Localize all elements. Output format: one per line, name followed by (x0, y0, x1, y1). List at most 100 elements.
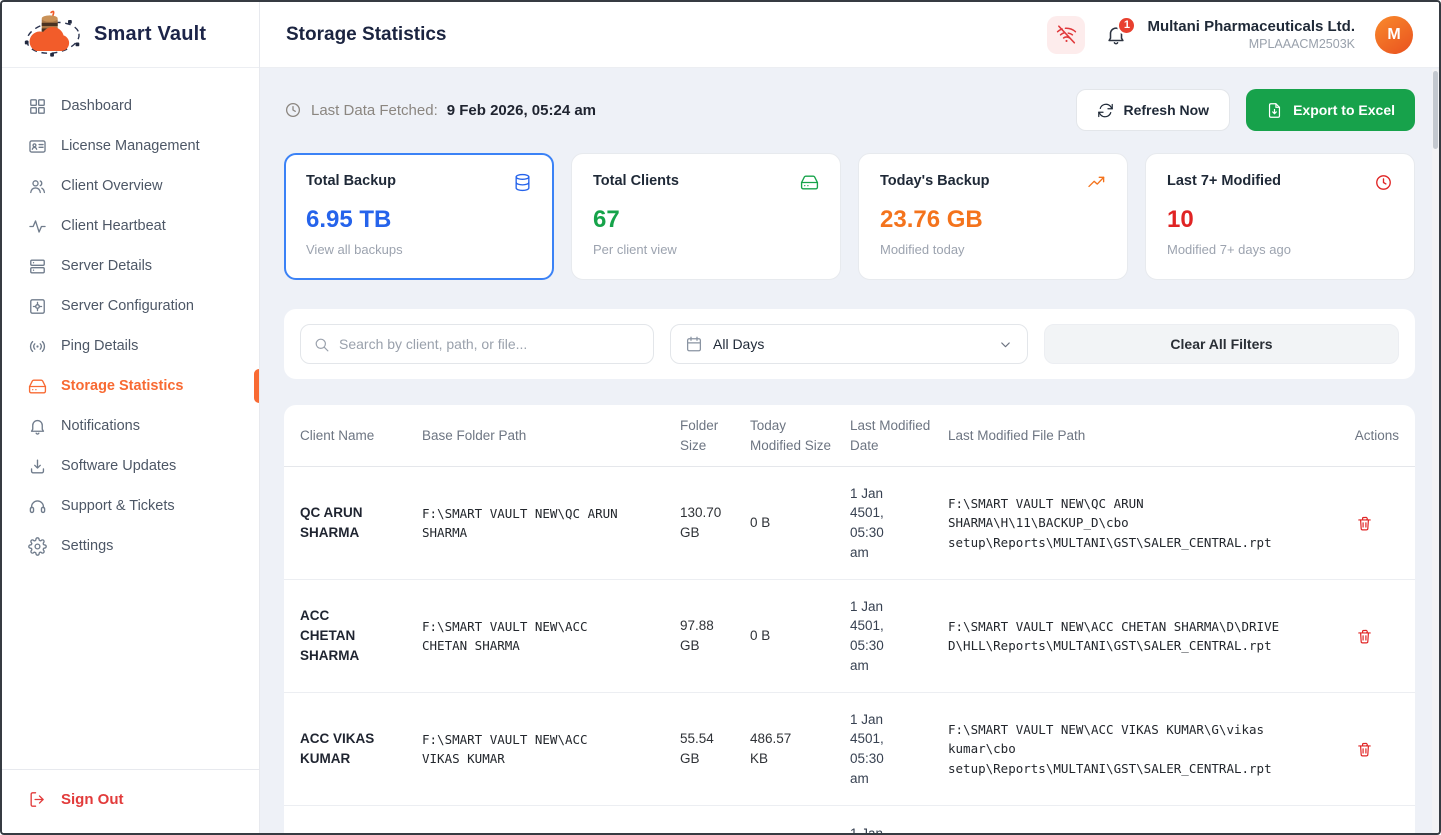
filter-bar: All Days Clear All Filters (284, 309, 1415, 379)
sidebar-item-settings[interactable]: Settings (2, 526, 259, 566)
day-filter-select[interactable]: All Days (670, 324, 1028, 364)
server-icon (28, 257, 47, 276)
column-header-folder-size: Folder Size (680, 417, 719, 453)
table-body: QC ARUN SHARMA F:\SMART VAULT NEW\QC ARUN… (284, 467, 1415, 833)
notifications-button[interactable]: 1 (1105, 15, 1137, 46)
day-filter-value: All Days (713, 336, 765, 352)
scrollbar[interactable] (1432, 69, 1439, 833)
actions-cell (1329, 741, 1399, 758)
content: Last Data Fetched: 9 Feb 2026, 05:24 am … (260, 68, 1439, 833)
folder-size-cell: 130.70 GB (680, 504, 722, 540)
stat-card-title: Total Backup (306, 173, 396, 189)
sidebar-item-software-updates[interactable]: Software Updates (2, 446, 259, 486)
delete-row-button[interactable] (1356, 741, 1373, 758)
stat-card-head: Total Clients (593, 173, 819, 197)
stat-card-value: 10 (1167, 206, 1194, 233)
scrollbar-thumb[interactable] (1433, 71, 1438, 149)
stat-card-value: 6.95 TB (306, 206, 392, 233)
actions-cell (1329, 628, 1399, 645)
sidebar-item-label: Client Overview (61, 178, 163, 194)
file-export-icon (1266, 102, 1283, 119)
sidebar-item-notifications[interactable]: Notifications (2, 406, 259, 446)
column-header-today-modified-size: Today Modified Size (750, 417, 832, 453)
chevron-down-icon (998, 337, 1013, 352)
delete-row-button[interactable] (1356, 628, 1373, 645)
avatar[interactable]: M (1375, 15, 1413, 54)
sidebar-item-label: Ping Details (61, 338, 139, 354)
table-row: ACC VIKAS KUMAR F:\SMART VAULT NEW\ACC VI… (284, 693, 1415, 806)
sidebar-item-dashboard[interactable]: Dashboard (2, 86, 259, 126)
sidebar: Smart Vault Dashboard License Management C… (2, 2, 260, 833)
sidebar-item-server-configuration[interactable]: Server Configuration (2, 286, 259, 326)
header: Storage Statistics 1 Multani Pharmaceuti… (260, 2, 1439, 68)
stat-card-subtitle: Per client view (593, 242, 677, 257)
download-icon (28, 457, 47, 476)
last-modified-file-path-cell: F:\SMART VAULT NEW\ACC VIKAS KUMAR\G\vik… (948, 721, 1272, 776)
sidebar-item-label: License Management (61, 138, 200, 154)
search-input[interactable] (339, 336, 641, 352)
last-modified-file-path-cell: F:\SMART VAULT NEW\ACC CHETAN SHARMA\D\D… (948, 618, 1280, 653)
sign-out-button[interactable]: Sign Out (2, 769, 259, 833)
stat-card-total-clients[interactable]: Total Clients 67 Per client view (571, 153, 841, 280)
last-modified-date-cell: 1 Jan 4501, 05:30 am (850, 711, 884, 786)
export-to-excel-button[interactable]: Export to Excel (1246, 89, 1415, 131)
sidebar-item-label: Storage Statistics (61, 378, 184, 394)
last-fetched-label: Last Data Fetched: (311, 101, 438, 119)
page-title: Storage Statistics (286, 23, 447, 45)
sidebar-item-support-tickets[interactable]: Support & Tickets (2, 486, 259, 526)
sidebar-item-label: Server Configuration (61, 298, 194, 314)
today-modified-size-cell: 0 B (750, 514, 771, 530)
stat-card-today-s-backup[interactable]: Today's Backup 23.76 GB Modified today (858, 153, 1128, 280)
last-fetched-value: 9 Feb 2026, 05:24 am (446, 101, 597, 119)
bell-icon (28, 417, 47, 436)
folder-size-cell: 97.88 GB (680, 617, 714, 653)
table-row: QC ARUN SHARMA F:\SMART VAULT NEW\QC ARUN… (284, 467, 1415, 580)
sidebar-nav: Dashboard License Management Client Overvi… (2, 68, 259, 769)
stat-card-last-7-modified[interactable]: Last 7+ Modified 10 Modified 7+ days ago (1145, 153, 1415, 280)
sidebar-item-label: Notifications (61, 418, 140, 434)
clock-icon (1374, 173, 1393, 197)
sidebar-item-license-management[interactable]: License Management (2, 126, 259, 166)
delete-row-button[interactable] (1356, 515, 1373, 532)
dashboard-icon (28, 97, 47, 116)
today-modified-size-cell: 0 B (750, 627, 771, 643)
last-modified-date-cell: 1 Jan 4501, 05:30 am (850, 598, 884, 673)
stat-card-head: Today's Backup (880, 173, 1106, 197)
today-modified-size-cell: 486.57 KB (750, 730, 792, 766)
sidebar-item-client-overview[interactable]: Client Overview (2, 166, 259, 206)
search-icon (313, 336, 330, 353)
refresh-now-button[interactable]: Refresh Now (1075, 89, 1231, 131)
stat-card-title: Today's Backup (880, 173, 990, 189)
stat-card-head: Total Backup (306, 173, 532, 197)
sidebar-item-storage-statistics[interactable]: Storage Statistics (2, 366, 259, 406)
stat-card-title: Last 7+ Modified (1167, 173, 1282, 189)
clear-all-filters-button[interactable]: Clear All Filters (1044, 324, 1399, 364)
sidebar-item-ping-details[interactable]: Ping Details (2, 326, 259, 366)
base-folder-path-cell: F:\SMART VAULT NEW\ACC CHETAN SHARMA (422, 618, 588, 653)
last-data-fetched: Last Data Fetched: 9 Feb 2026, 05:24 am (284, 101, 596, 119)
wifi-off-status-button[interactable] (1047, 15, 1086, 54)
company-info: Multani Pharmaceuticals Ltd. MPLAAACM250… (1147, 17, 1355, 53)
storage-table: Client Name Base Folder Path Folder Size To… (284, 405, 1415, 833)
clock-icon (284, 101, 302, 119)
table-row: ACC CHETAN SHARMA F:\SMART VAULT NEW\ACC … (284, 580, 1415, 693)
last-modified-file-path-cell: F:\SMART VAULT NEW\QC ARUN SHARMA\H\11\B… (948, 495, 1272, 550)
actions-cell (1329, 515, 1399, 532)
stat-card-subtitle: Modified today (880, 242, 965, 257)
column-header-last-modified-date: Last Modified Date (850, 417, 931, 453)
wifi-off-icon (1056, 24, 1077, 45)
table-row-partial: 1 Jan (284, 806, 1415, 833)
toolbar-actions: Refresh Now Export to Excel (1075, 89, 1415, 131)
sidebar-item-client-heartbeat[interactable]: Client Heartbeat (2, 206, 259, 246)
brand-name: Smart Vault (94, 23, 207, 45)
stat-card-subtitle: Modified 7+ days ago (1167, 242, 1291, 257)
sidebar-item-label: Settings (61, 538, 114, 554)
column-header-base-folder-path: Base Folder Path (422, 427, 527, 443)
sidebar-item-server-details[interactable]: Server Details (2, 246, 259, 286)
refresh-icon (1097, 102, 1114, 119)
stat-card-total-backup[interactable]: Total Backup 6.95 TB View all backups (284, 153, 554, 280)
headset-icon (28, 497, 47, 516)
active-indicator (254, 369, 259, 403)
toolbar: Last Data Fetched: 9 Feb 2026, 05:24 am … (284, 88, 1415, 132)
